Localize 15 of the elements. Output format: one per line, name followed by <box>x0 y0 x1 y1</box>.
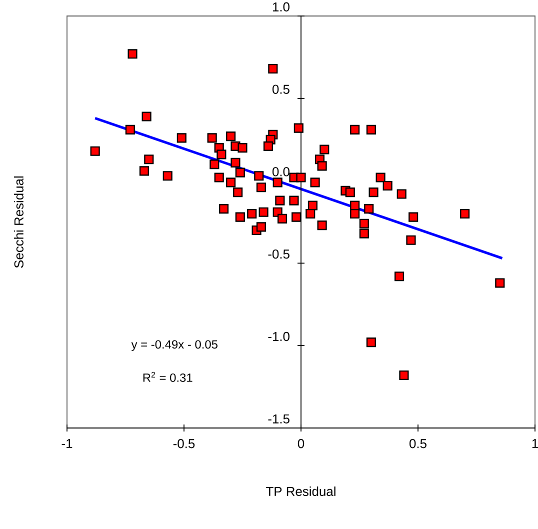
y-axis-title: Secchi Residual <box>14 176 24 268</box>
annotation: R$^{2}$ = 0.31 <box>143 372 192 382</box>
x-tick-label: -1 <box>62 439 72 448</box>
y-tick-label: -1.5 <box>268 414 290 424</box>
annotation: y = -0.49x - 0.05 <box>131 340 218 352</box>
x-tick-label: 1 <box>532 439 538 448</box>
y-tick-label: -1.0 <box>268 332 290 342</box>
y-tick-label: 0.5 <box>272 84 290 94</box>
y-tick-label: 0.0 <box>272 167 290 176</box>
x-axis-title: TP Residual <box>266 486 336 496</box>
y-tick-label: -0.5 <box>268 250 290 259</box>
x-tick-label: 0 <box>298 439 304 448</box>
y-tick-label: 1.0 <box>272 2 290 12</box>
x-tick-label: -0.5 <box>173 439 195 448</box>
x-tick-label: 0.5 <box>410 439 426 448</box>
